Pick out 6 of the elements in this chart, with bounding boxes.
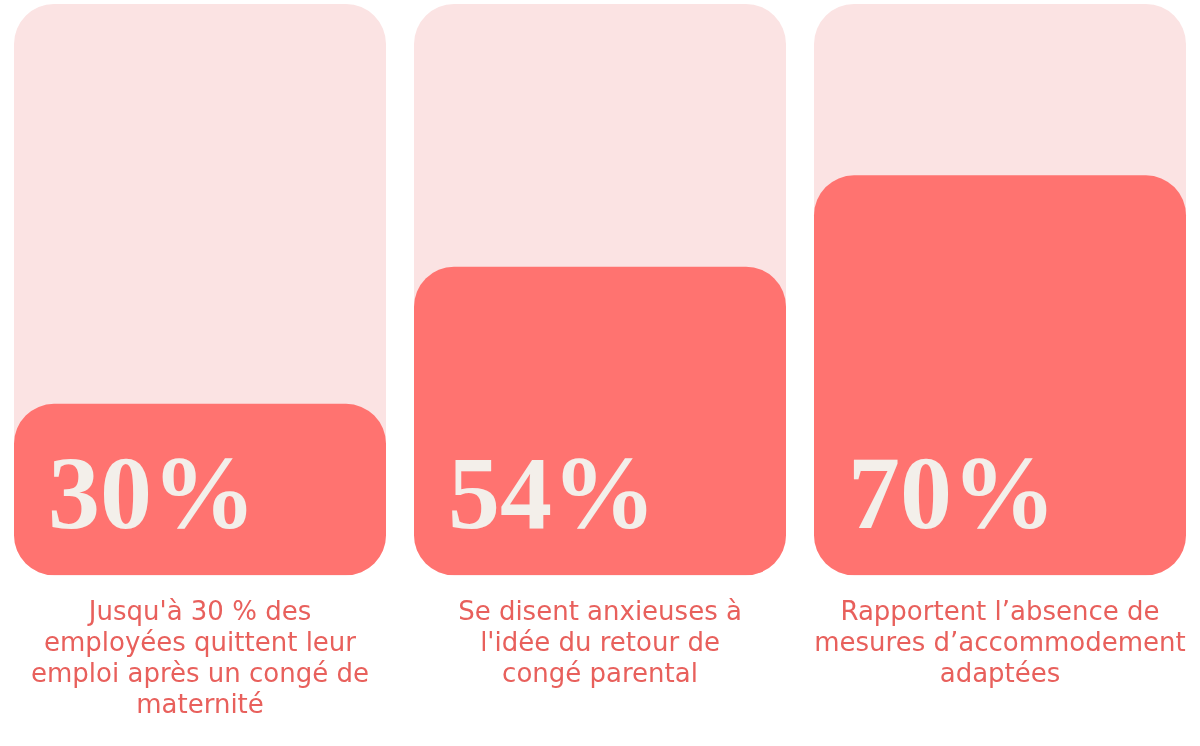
data-label: 30% <box>48 435 256 551</box>
data-label: 70% <box>848 435 1056 551</box>
x-tick-label: Rapportent l’absence de mesures d’accommodement adaptées <box>814 595 1186 688</box>
x-tick-label: Se disent anxieuses à l'idée du retour de congé parental <box>458 595 742 688</box>
x-tick-label: Jusqu'à 30 % des employées quittent leur emploi après un congé de maternité <box>31 595 369 720</box>
data-label: 54% <box>448 435 656 551</box>
